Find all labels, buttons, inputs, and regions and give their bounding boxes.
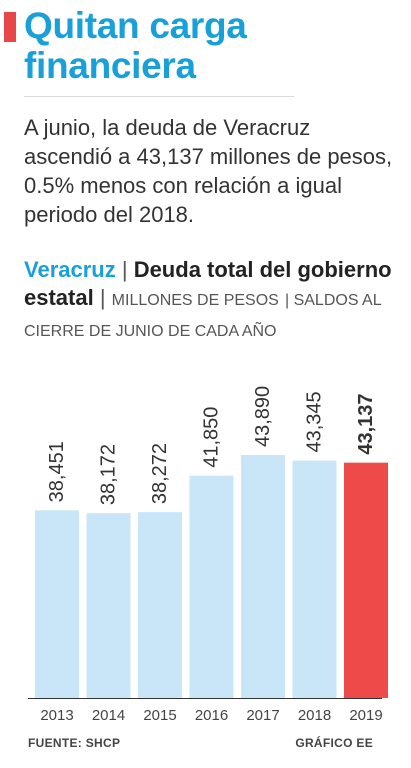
data-label-2014: 38,172 (98, 444, 120, 505)
subtitle-main: Deuda total del gobierno estatal (24, 257, 392, 310)
bar-2013 (35, 510, 79, 698)
x-tick-2018: 2018 (298, 707, 331, 724)
data-label-2016: 41,850 (201, 407, 223, 468)
bar-2015 (138, 512, 182, 698)
bar-2016 (189, 475, 234, 698)
headline-divider (24, 96, 294, 97)
bar-2019 (344, 462, 388, 698)
chart-subtitle: Veracruz | Deuda total del gobierno esta… (24, 256, 404, 346)
source-note: FUENTE: SHCP (28, 736, 121, 750)
x-tick-2013: 2013 (40, 707, 73, 724)
lead-paragraph: A junio, la deuda de Veracruz ascendió a… (24, 115, 393, 227)
data-label-2019: 43,137 (355, 393, 377, 454)
headline: Quitan carga financiera (24, 5, 247, 86)
data-label-2015: 38,272 (149, 443, 171, 504)
bar-2018 (292, 460, 337, 698)
x-tick-2015: 2015 (143, 707, 176, 724)
x-tick-2016: 2016 (195, 707, 228, 724)
subtitle-units: MILLONES DE PESOS (111, 292, 279, 309)
x-tick-2019: 2019 (349, 707, 382, 724)
data-label-2018: 43,345 (304, 391, 326, 452)
subtitle-separator: | (99, 285, 112, 310)
bar-2017 (241, 455, 285, 698)
bar-2014 (86, 513, 131, 698)
subtitle-region: Veracruz (24, 257, 116, 282)
data-label-2013: 38,451 (46, 441, 68, 502)
subtitle-note: SALDOS AL CIERRE DE JUNIO DE CADA AÑO (24, 292, 382, 340)
subtitle-separator: | (284, 292, 294, 309)
subtitle-separator: | (121, 257, 134, 282)
x-tick-2017: 2017 (246, 707, 279, 724)
headline-accent-bar (4, 12, 16, 42)
graphic-credit: GRÁFICO EE (295, 736, 373, 750)
debt-bar-chart: 38,451 2013 38,172 2014 38,272 2015 41,850 2016… (28, 386, 388, 724)
data-label-2017: 43,890 (252, 386, 274, 447)
x-tick-2014: 2014 (92, 707, 125, 724)
